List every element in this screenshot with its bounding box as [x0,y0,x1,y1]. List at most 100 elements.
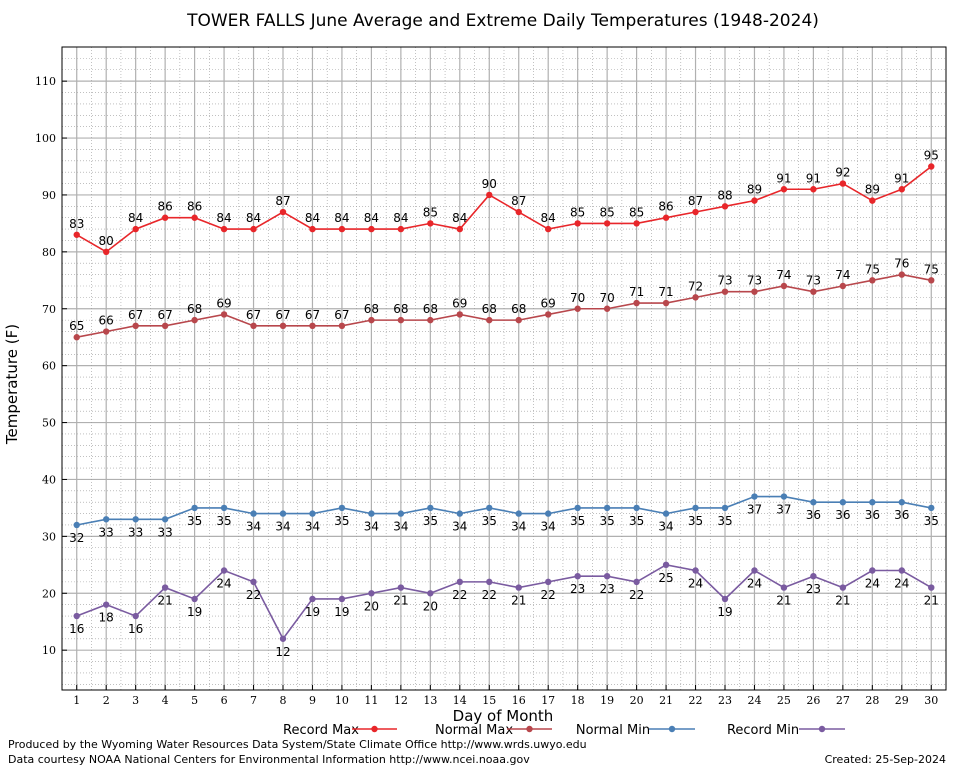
normal-min-data-label: 33 [99,525,114,539]
normal-min-point [220,504,228,512]
normal-max-point [456,311,463,318]
record-max-point [603,220,611,227]
normal-max-point [73,334,80,341]
record-min-point [103,601,110,608]
normal-min-series: 32 33 33 33 35 35 34 34 34 35 34 34 35 34 35 34 34 35 35 35… [69,493,939,545]
normal-min-data-label: 35 [599,514,614,528]
normal-max-point [928,277,935,284]
x-tick-label: 29 [895,694,909,707]
record-min-data-label: 25 [658,571,673,585]
y-tick-label: 20 [42,587,56,600]
footer-created: Created: 25-Sep-2024 [825,753,946,766]
normal-min-point [780,493,788,500]
normal-max-data-label: 71 [629,285,644,299]
normal-max-point [338,322,346,330]
normal-max-point [220,311,228,318]
normal-max-data-label: 69 [452,296,467,310]
x-axis-title: Day of Month [453,707,554,725]
record-min-data-label: 22 [629,588,644,602]
x-tick-label: 16 [512,694,526,707]
normal-max-point [515,316,522,324]
record-max-point [898,186,905,193]
normal-min-point [515,510,522,517]
normal-max-data-label: 67 [128,308,143,322]
record-max-point [692,208,699,216]
normal-min-data-label: 35 [334,514,349,528]
record-min-data-label: 23 [599,582,614,596]
record-max-data-label: 85 [629,205,644,219]
y-tick-label: 90 [42,189,56,202]
normal-min-data-label: 35 [924,514,939,528]
normal-min-point [161,516,169,523]
normal-min-point [309,510,316,517]
normal-min-line [76,495,932,526]
record-min-point [662,561,670,569]
record-min-line [76,563,932,641]
x-tick-label: 21 [659,694,673,707]
normal-min-point [250,510,257,517]
normal-max-data-label: 72 [688,279,703,293]
x-tick-label: 17 [541,694,555,707]
x-tick-label: 22 [689,694,703,707]
record-min-point [574,572,581,580]
x-tick-label: 25 [777,694,791,707]
record-min-point [368,590,375,597]
record-min-point [191,595,198,603]
record-max-data-label: 84 [305,211,320,225]
normal-min-point [132,516,139,523]
normal-max-point [427,316,434,324]
legend-label: Record Max [283,723,359,738]
normal-min-data-label: 34 [452,520,467,534]
record-min-data-label: 24 [894,577,909,591]
normal-max-point [662,299,670,307]
normal-max-data-label: 68 [482,302,497,316]
y-tick-label: 10 [42,644,56,657]
normal-max-data-label: 68 [511,302,526,316]
record-min-data-label: 21 [157,594,172,608]
normal-min-point [603,504,611,512]
normal-min-data-label: 33 [157,525,172,539]
record-max-data-label: 85 [570,205,585,219]
record-min-data-label: 21 [511,594,526,608]
normal-min-point [191,504,198,512]
record-max-point [103,248,110,256]
normal-max-data-label: 68 [187,302,202,316]
normal-min-data-label: 35 [629,514,644,528]
record-max-point [132,225,139,233]
normal-max-point [103,328,110,335]
record-min-data-label: 19 [717,605,732,619]
record-min-point [73,612,80,620]
record-max-data-label: 92 [835,166,850,180]
normal-max-data-label: 73 [717,274,732,288]
record-max-point [839,180,847,187]
x-tick-label: 24 [747,694,761,707]
normal-max-point [368,316,375,324]
footer-credit-2: Data courtesy NOAA National Centers for … [8,753,530,766]
record-max-data-label: 84 [216,211,231,225]
record-max-point [161,214,169,221]
plot-frame [61,46,947,691]
record-min-data-label: 19 [187,605,202,619]
x-tick-label: 11 [364,694,378,707]
normal-min-point [397,510,405,517]
record-max-data-label: 85 [599,205,614,219]
normal-min-data-label: 35 [216,514,231,528]
record-max-data-label: 95 [924,148,939,162]
record-max-point [721,203,729,210]
x-tick-label: 30 [924,694,938,707]
legend-label: Normal Max [435,723,513,738]
normal-min-data-label: 34 [511,520,526,534]
y-tick-label: 40 [42,473,56,486]
normal-max-data-label: 71 [658,285,673,299]
chart-title: TOWER FALLS June Average and Extreme Dai… [186,11,819,31]
normal-min-point [368,510,375,517]
record-min-point [309,595,316,603]
record-max-point [810,186,817,193]
record-max-point [427,220,434,227]
normal-max-line [76,273,932,338]
normal-min-point [692,504,699,512]
normal-max-point [191,316,198,324]
x-tick-label: 23 [718,694,732,707]
normal-min-point [279,510,287,517]
normal-max-data-label: 65 [69,319,84,333]
